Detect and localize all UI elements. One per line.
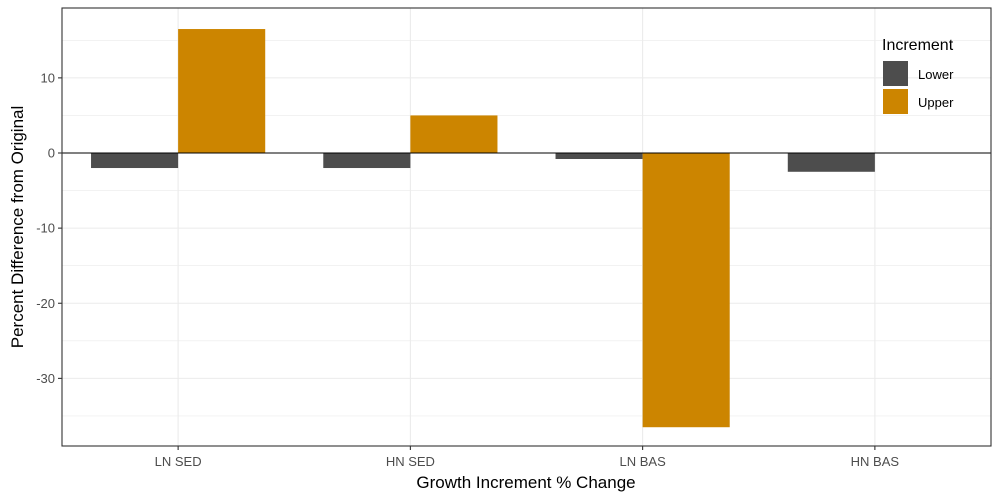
- legend-title: Increment: [882, 37, 954, 54]
- bar-upper-ln-sed: [178, 29, 266, 153]
- y-tick-label: 10: [41, 70, 55, 85]
- legend-label-upper: Upper: [918, 95, 954, 110]
- bar-upper-hn-sed: [410, 115, 498, 153]
- bar-lower-ln-sed: [91, 152, 179, 169]
- bars: [91, 29, 875, 428]
- bar-upper-ln-bas: [642, 152, 730, 428]
- y-axis: -30 -20 -10 0 10: [36, 70, 62, 386]
- x-tick-label: LN BAS: [620, 454, 667, 469]
- x-axis-title: Growth Increment % Change: [416, 473, 635, 492]
- y-tick-label: 0: [48, 145, 55, 160]
- bar-lower-ln-bas: [555, 152, 643, 160]
- y-axis-title: Percent Difference from Original: [8, 106, 27, 349]
- y-tick-label: -10: [36, 221, 55, 236]
- x-tick-label: HN SED: [386, 454, 435, 469]
- legend-label-lower: Lower: [918, 67, 954, 82]
- plot-border: [61, 7, 992, 447]
- y-tick-label: -20: [36, 296, 55, 311]
- y-tick-label: -30: [36, 371, 55, 386]
- x-tick-label: HN BAS: [851, 454, 900, 469]
- bar-lower-hn-sed: [323, 152, 411, 169]
- legend: Increment Lower Upper: [882, 37, 954, 114]
- bar-lower-hn-bas: [787, 152, 875, 172]
- x-tick-label: LN SED: [155, 454, 202, 469]
- x-axis: LN SED HN SED LN BAS HN BAS: [155, 446, 900, 469]
- legend-key-upper: [883, 89, 908, 114]
- legend-key-lower: [883, 61, 908, 86]
- grid-minor: [62, 40, 991, 417]
